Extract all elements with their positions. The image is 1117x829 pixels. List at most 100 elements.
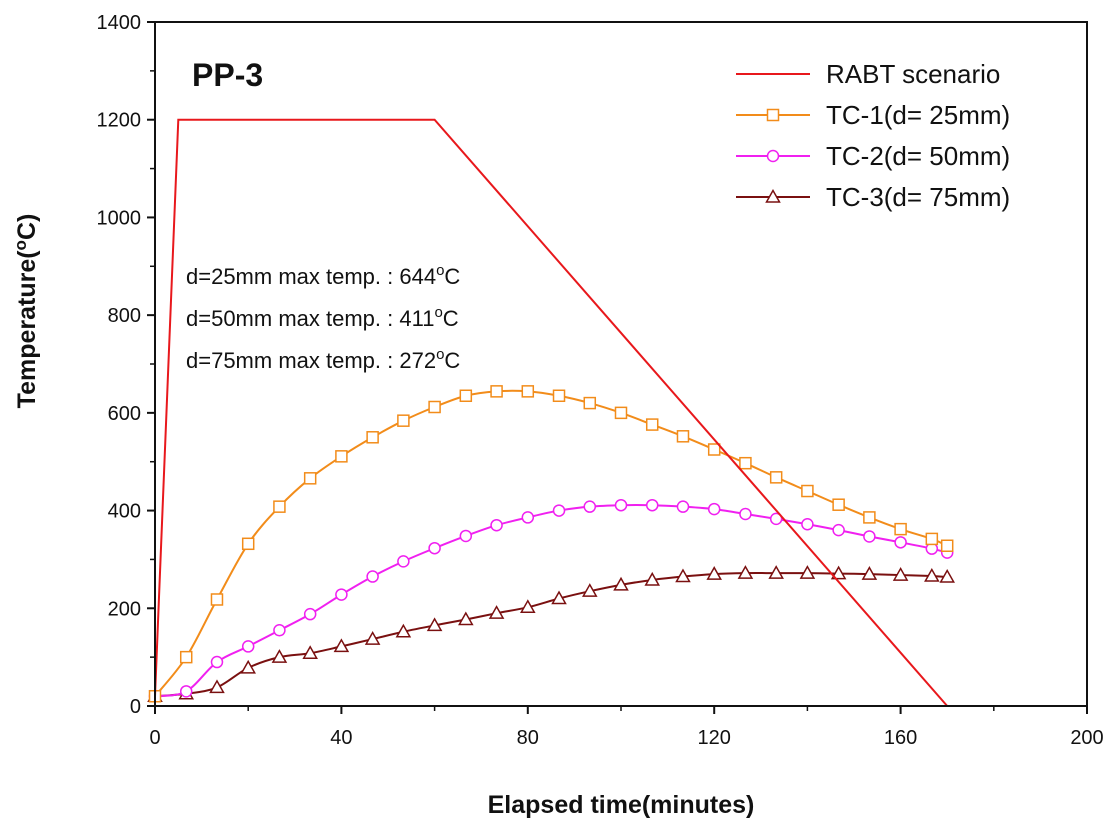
- data-point: [179, 650, 193, 664]
- data-point: [801, 484, 814, 498]
- data-point: [892, 567, 909, 581]
- data-point: [395, 623, 412, 638]
- data-point: [458, 611, 474, 626]
- annotation-degree: o: [436, 262, 444, 279]
- x-tick-label: 200: [1070, 727, 1103, 749]
- ylabel-unit: C): [13, 214, 41, 240]
- y-tick-label: 1000: [97, 207, 142, 229]
- data-point: [488, 605, 505, 619]
- data-point: [210, 593, 224, 606]
- x-tick-label: 160: [884, 727, 917, 749]
- y-tick-label: 1400: [97, 12, 142, 34]
- data-point: [426, 617, 443, 632]
- series-3: [148, 498, 954, 703]
- data-point: [240, 659, 256, 674]
- y-tick-label: 200: [108, 598, 141, 620]
- data-point: [241, 537, 255, 551]
- data-point: [940, 539, 954, 552]
- annotation-unit: C: [443, 306, 459, 331]
- data-point: [581, 583, 598, 597]
- x-tick-label: 120: [698, 727, 731, 749]
- data-point: [861, 566, 878, 580]
- series-1: [154, 118, 948, 707]
- series-line: [154, 118, 948, 707]
- legend: RABT scenario TC-1(d= 25mm) TC-2(d= 50mm) T…: [736, 59, 1010, 212]
- legend-label: TC-3(d= 75mm): [826, 182, 1010, 212]
- data-point: [863, 511, 876, 524]
- annotation-value: d=25mm max temp. : 644: [186, 264, 436, 289]
- y-axis-title: Temperature(oC): [11, 214, 41, 409]
- data-point: [707, 443, 721, 456]
- data-point: [209, 679, 225, 694]
- panel-label: PP-3: [192, 57, 263, 93]
- data-point: [428, 541, 441, 555]
- data-point: [739, 507, 752, 521]
- data-point: [551, 590, 567, 605]
- y-tick-label: 600: [108, 403, 141, 425]
- y-tick-label: 1200: [97, 110, 142, 132]
- tick-labels: 0 40 80 120 160 200 0 200 400 600 800 1000 1200 1400: [97, 12, 1104, 749]
- legend-item: TC-1(d= 25mm): [736, 100, 1010, 130]
- data-point: [924, 568, 940, 582]
- data-point: [676, 500, 690, 513]
- data-point: [273, 500, 286, 513]
- data-point: [521, 511, 535, 524]
- legend-label: TC-1(d= 25mm): [826, 100, 1010, 130]
- data-point: [645, 418, 659, 431]
- x-tick-label: 80: [517, 727, 539, 749]
- data-point: [832, 498, 845, 511]
- data-point: [241, 640, 255, 653]
- data-point: [210, 655, 224, 669]
- data-point: [366, 431, 379, 444]
- x-axis-title: Elapsed time(minutes): [488, 791, 755, 819]
- data-point: [768, 565, 784, 579]
- legend-marker: [766, 149, 780, 163]
- annotation-value: d=75mm max temp. : 272: [186, 348, 436, 373]
- series-line: [154, 572, 948, 698]
- data-point: [644, 571, 661, 586]
- data-point: [894, 522, 907, 536]
- data-point: [335, 450, 348, 463]
- data-point: [706, 566, 722, 580]
- data-point: [583, 500, 597, 513]
- data-point: [707, 502, 721, 516]
- data-point: [364, 631, 381, 645]
- data-point: [894, 536, 907, 549]
- annotation-degree: o: [434, 304, 442, 321]
- data-point: [490, 518, 503, 532]
- data-point: [335, 588, 348, 601]
- data-point: [613, 576, 629, 591]
- data-point: [737, 565, 754, 579]
- annotation-text: d=25mm max temp. : 644oC: [186, 262, 460, 289]
- data-point: [939, 568, 955, 583]
- data-point: [552, 504, 566, 517]
- legend-item: RABT scenario: [736, 59, 1000, 89]
- data-point: [675, 568, 691, 583]
- data-point: [739, 456, 752, 470]
- data-point: [303, 472, 317, 485]
- annotation-unit: C: [444, 264, 460, 289]
- axes: [147, 21, 1088, 714]
- data-point: [397, 414, 410, 427]
- data-point: [303, 607, 317, 621]
- data-point: [271, 649, 288, 663]
- data-point: [490, 385, 503, 398]
- data-point: [273, 624, 286, 637]
- data-point: [520, 599, 536, 614]
- data-point: [552, 389, 566, 403]
- data-point: [428, 400, 441, 414]
- data-point: [366, 570, 379, 583]
- data-point: [459, 529, 473, 543]
- series-line: [154, 389, 948, 697]
- y-tick-label: 800: [108, 305, 141, 327]
- data-point: [769, 512, 783, 526]
- data-point: [863, 530, 876, 543]
- legend-item: TC-2(d= 50mm): [736, 141, 1010, 171]
- legend-marker: [765, 188, 781, 203]
- plot-marks: [147, 118, 955, 707]
- ylabel-part: Temperature(: [13, 250, 41, 409]
- data-point: [614, 498, 628, 512]
- data-point: [801, 518, 814, 531]
- legend-label: TC-2(d= 50mm): [826, 141, 1010, 171]
